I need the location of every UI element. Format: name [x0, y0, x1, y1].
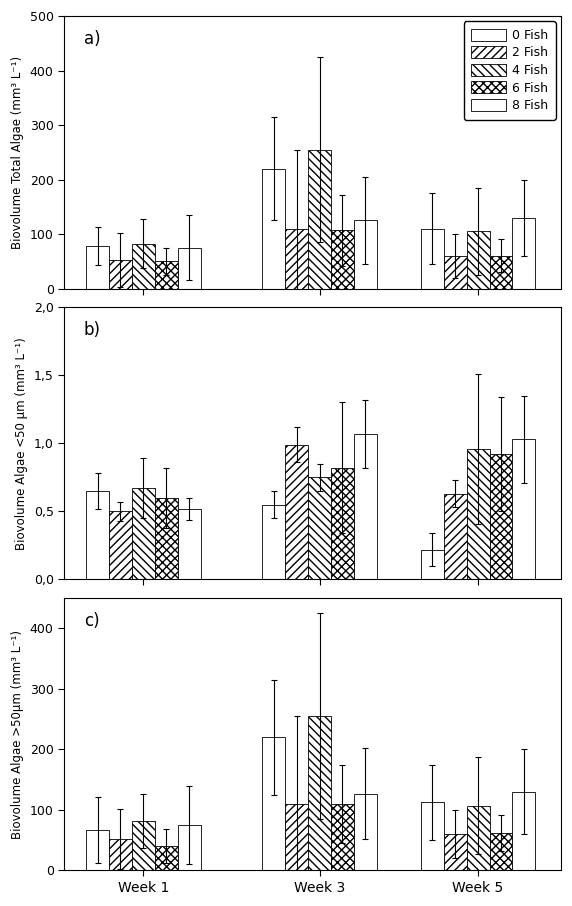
Bar: [132, 488, 155, 580]
Bar: [285, 228, 308, 288]
Y-axis label: Biovolume Algae <50 µm (mm³ L⁻¹): Biovolume Algae <50 µm (mm³ L⁻¹): [15, 337, 28, 550]
Bar: [308, 477, 331, 580]
Bar: [178, 247, 201, 288]
Bar: [354, 434, 377, 580]
Bar: [178, 508, 201, 580]
Bar: [132, 821, 155, 871]
Bar: [421, 228, 444, 288]
Bar: [155, 846, 178, 871]
Legend: 0 Fish, 2 Fish, 4 Fish, 6 Fish, 8 Fish: 0 Fish, 2 Fish, 4 Fish, 6 Fish, 8 Fish: [463, 21, 556, 120]
Bar: [285, 445, 308, 580]
Bar: [444, 834, 467, 871]
Bar: [109, 511, 132, 580]
Bar: [444, 255, 467, 288]
Bar: [263, 169, 285, 288]
Bar: [308, 716, 331, 871]
Bar: [354, 220, 377, 288]
Bar: [263, 505, 285, 580]
Bar: [285, 804, 308, 871]
Bar: [155, 497, 178, 580]
Y-axis label: Biovolume Total Algae (mm³ L⁻¹): Biovolume Total Algae (mm³ L⁻¹): [11, 56, 24, 249]
Bar: [467, 805, 490, 871]
Bar: [467, 448, 490, 580]
Bar: [331, 230, 354, 288]
Text: b): b): [84, 321, 101, 339]
Bar: [421, 550, 444, 580]
Bar: [109, 260, 132, 288]
Bar: [263, 737, 285, 871]
Bar: [86, 491, 109, 580]
Bar: [354, 794, 377, 871]
Bar: [178, 825, 201, 871]
Text: a): a): [84, 30, 101, 48]
Bar: [513, 217, 535, 288]
Bar: [467, 231, 490, 288]
Bar: [490, 454, 513, 580]
Bar: [155, 261, 178, 288]
Bar: [331, 804, 354, 871]
Bar: [86, 830, 109, 871]
Bar: [490, 833, 513, 871]
Y-axis label: Biovolume Algae >50µm (mm³ L⁻¹): Biovolume Algae >50µm (mm³ L⁻¹): [11, 630, 24, 839]
Bar: [444, 494, 467, 580]
Bar: [109, 839, 132, 871]
Bar: [421, 802, 444, 871]
Bar: [490, 255, 513, 288]
Text: c): c): [84, 612, 100, 630]
Bar: [513, 439, 535, 580]
Bar: [132, 244, 155, 288]
Bar: [513, 792, 535, 871]
Bar: [308, 149, 331, 288]
Bar: [86, 246, 109, 288]
Bar: [331, 467, 354, 580]
